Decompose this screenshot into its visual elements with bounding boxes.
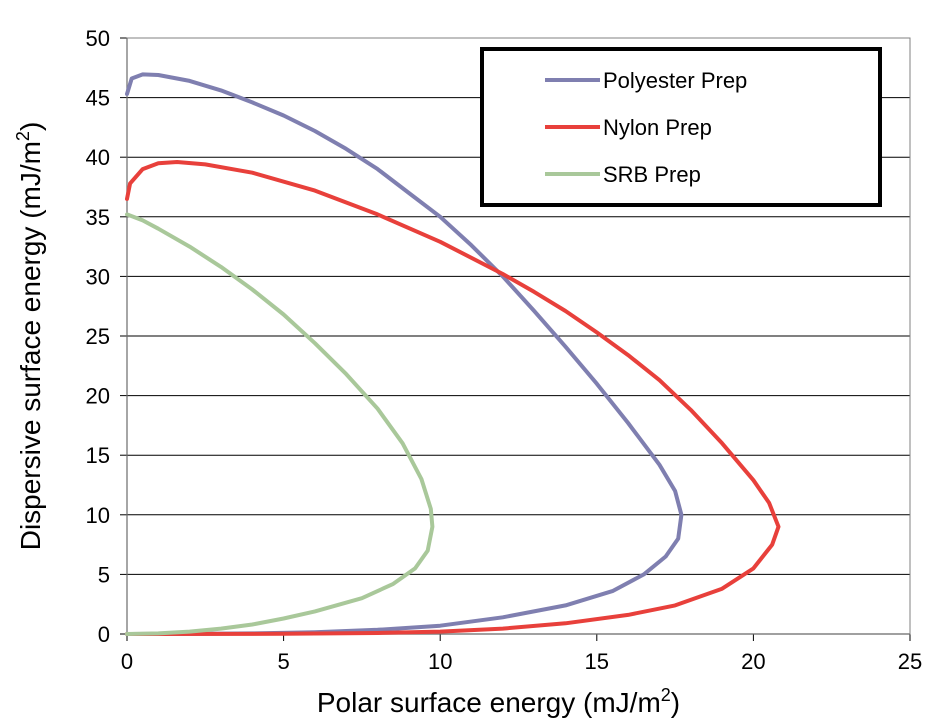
x-tick-label: 10 — [428, 649, 452, 674]
y-tick-label: 45 — [86, 86, 110, 111]
y-tick-label: 15 — [86, 443, 110, 468]
series-line-2 — [125, 212, 435, 636]
x-axis-title-end: ) — [671, 687, 680, 718]
y-tick-label: 5 — [98, 562, 110, 587]
x-axis-title-main: Polar surface energy (mJ/m — [317, 687, 661, 718]
y-tick-labels: 0 5 10 15 20 25 30 35 40 45 50 — [86, 26, 110, 647]
y-axis-title: Dispersive surface energy (mJ/m2) — [13, 122, 46, 551]
series-line-1 — [125, 160, 781, 636]
series-lines — [125, 72, 781, 636]
y-tick-label: 20 — [86, 384, 110, 409]
y-tick-label: 25 — [86, 324, 110, 349]
y-tick-label: 0 — [98, 622, 110, 647]
y-axis-title-main: Dispersive surface energy (mJ/m — [15, 141, 46, 550]
legend-label-0: Polyester Prep — [603, 68, 747, 93]
x-tick-label: 5 — [277, 649, 289, 674]
series-line-0 — [125, 72, 684, 636]
legend: Polyester Prep Nylon Prep SRB Prep — [480, 47, 882, 207]
x-tick-labels: 0 5 10 15 20 25 — [121, 649, 922, 674]
x-tick-label: 25 — [898, 649, 922, 674]
y-axis-title-end: ) — [15, 122, 46, 131]
x-tick-label: 15 — [585, 649, 609, 674]
plot-frame — [126, 37, 911, 635]
x-tick-label: 0 — [121, 649, 133, 674]
x-axis-title: Polar surface energy (mJ/m2) — [317, 685, 680, 718]
y-tick-label: 10 — [86, 503, 110, 528]
legend-label-2: SRB Prep — [603, 162, 701, 187]
y-tick-label: 50 — [86, 26, 110, 51]
y-tick-label: 40 — [86, 145, 110, 170]
x-axis-title-sup: 2 — [661, 685, 671, 705]
y-tick-label: 35 — [86, 205, 110, 230]
y-axis-title-sup: 2 — [13, 131, 33, 141]
legend-label-1: Nylon Prep — [603, 115, 712, 140]
y-tick-label: 30 — [86, 264, 110, 289]
x-tick-label: 20 — [741, 649, 765, 674]
